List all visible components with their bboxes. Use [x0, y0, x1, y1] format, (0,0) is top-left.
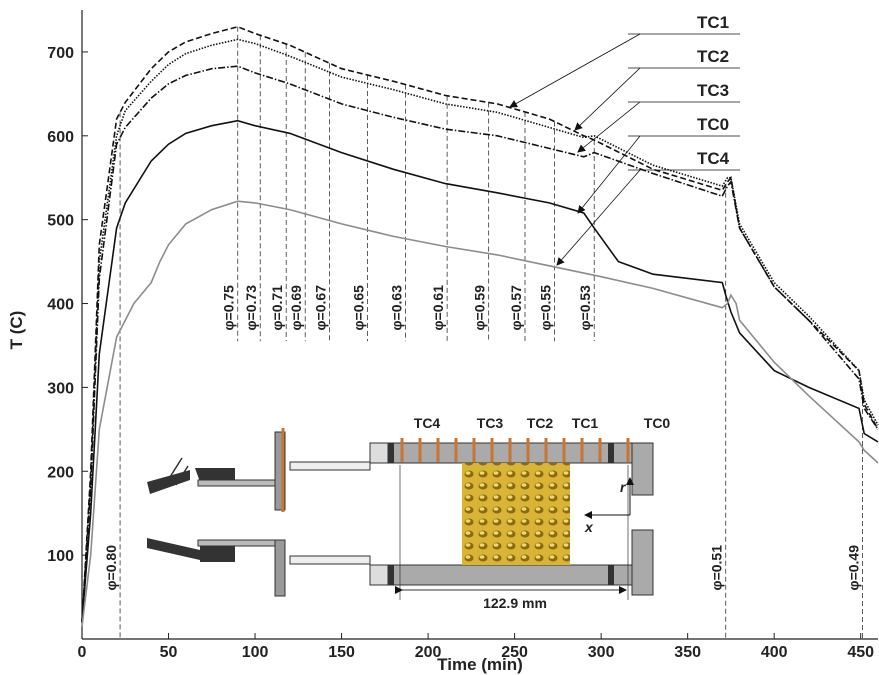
- pipe-left-lower: [147, 538, 200, 560]
- x-tick-label: 450: [847, 644, 874, 661]
- y-tick-label: 300: [47, 380, 74, 397]
- pipe-lower-inner: [197, 539, 279, 547]
- x-label: x: [584, 519, 594, 535]
- end-plate-upper: [631, 442, 654, 496]
- x-tick-label: 250: [501, 644, 528, 661]
- phase-label: φ=0.73: [243, 285, 259, 331]
- series-line: [81, 119, 879, 623]
- phase-label: φ=0.75: [221, 285, 237, 331]
- break-mark: [169, 457, 183, 478]
- pipe-upper: [195, 468, 235, 482]
- cap-upper: [369, 442, 389, 464]
- series-callout: TC2: [697, 47, 729, 66]
- phase-label: φ=0.55: [537, 285, 553, 331]
- callout-arrow: [556, 169, 641, 266]
- inset-tc-label: TC3: [477, 415, 504, 431]
- inset-tc-label: TC2: [527, 415, 554, 431]
- x-tick-label: 400: [761, 644, 788, 661]
- x-tick-label: 150: [328, 644, 355, 661]
- inset-tc-label: TC1: [572, 415, 599, 431]
- cap-lower: [369, 564, 389, 586]
- tube-upper: [289, 461, 371, 471]
- y-tick-label: 500: [47, 213, 74, 230]
- series-callout: TC3: [697, 81, 729, 100]
- x-tick-label: 200: [415, 644, 442, 661]
- thermocouple-row: [400, 438, 630, 462]
- series-callout: TC0: [697, 115, 729, 134]
- phase-label: φ=0.49: [845, 545, 861, 591]
- phase-label: φ=0.59: [472, 285, 488, 331]
- phase-label: φ=0.80: [103, 545, 119, 591]
- pipe-left-upper: [147, 470, 190, 494]
- series-line: [81, 25, 879, 623]
- x-tick-label: 50: [160, 644, 178, 661]
- inset-tc-label: TC4: [414, 415, 441, 431]
- phase-label: φ=0.65: [351, 285, 367, 331]
- seal: [388, 565, 394, 585]
- y-axis-label: T (C): [7, 311, 26, 350]
- series-line: [81, 38, 879, 623]
- outer-tube-lower: [387, 564, 633, 586]
- tube-lower: [289, 555, 371, 565]
- phase-label: φ=0.61: [430, 285, 446, 331]
- y-tick-label: 200: [47, 464, 74, 481]
- callout-arrow: [509, 33, 641, 108]
- y-tick-label: 600: [47, 129, 74, 146]
- callout-arrow: [577, 101, 641, 153]
- r-label: r: [620, 479, 627, 495]
- x-tick-label: 100: [242, 644, 269, 661]
- x-tick-label: 350: [674, 644, 701, 661]
- inset-tc-label: TC0: [644, 415, 671, 431]
- flange-lower: [274, 539, 286, 597]
- flange-upper: [274, 431, 286, 511]
- series-callout: TC4: [697, 149, 730, 168]
- series-line: [81, 200, 879, 627]
- y-tick-label: 100: [47, 548, 74, 565]
- x-tick-label: 300: [588, 644, 615, 661]
- phase-label: φ=0.69: [288, 285, 304, 331]
- phase-label: φ=0.71: [269, 285, 285, 331]
- seal: [608, 565, 614, 585]
- foam-sample: [462, 463, 570, 565]
- pipe-lower: [200, 544, 235, 562]
- y-tick-label: 400: [47, 297, 74, 314]
- phase-label: φ=0.63: [389, 285, 405, 331]
- break-mark: [175, 465, 189, 486]
- seal: [608, 443, 614, 463]
- y-tick-label: 700: [47, 45, 74, 62]
- callout-arrow: [577, 135, 641, 214]
- phase-label: φ=0.57: [508, 285, 524, 331]
- x-axis-label: Time (min): [437, 655, 523, 674]
- x-tick-label: 0: [78, 644, 87, 661]
- phase-label: φ=0.67: [312, 285, 328, 331]
- series-callout: TC1: [697, 13, 729, 32]
- pipe-upper-inner: [197, 479, 279, 487]
- seal: [388, 443, 394, 463]
- phase-label: φ=0.53: [577, 285, 593, 331]
- apparatus-inset: 122.9 mm r x TC4 TC3 TC2 TC1 TC0: [147, 415, 670, 611]
- dimension-label: 122.9 mm: [483, 595, 547, 611]
- end-plate-lower: [631, 529, 654, 596]
- callout-arrow: [574, 67, 641, 131]
- phase-label: φ=0.51: [709, 545, 725, 591]
